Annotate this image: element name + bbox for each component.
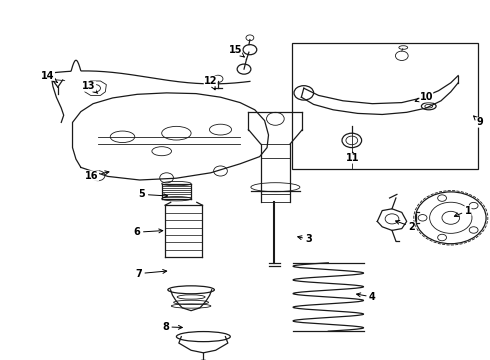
Text: 14: 14 xyxy=(41,71,57,82)
Text: 8: 8 xyxy=(162,322,182,332)
Text: 12: 12 xyxy=(204,76,218,90)
Text: 9: 9 xyxy=(474,116,484,127)
Text: 1: 1 xyxy=(454,206,471,217)
Text: 11: 11 xyxy=(346,152,360,163)
Text: 5: 5 xyxy=(139,189,168,199)
Text: 13: 13 xyxy=(82,81,98,93)
Text: 7: 7 xyxy=(135,269,167,279)
Text: 4: 4 xyxy=(357,292,376,302)
Text: 2: 2 xyxy=(395,220,415,232)
Text: 10: 10 xyxy=(415,92,433,102)
Text: 15: 15 xyxy=(228,45,244,57)
Text: 6: 6 xyxy=(134,227,163,237)
Text: 3: 3 xyxy=(298,234,312,244)
Text: 16: 16 xyxy=(85,171,109,181)
